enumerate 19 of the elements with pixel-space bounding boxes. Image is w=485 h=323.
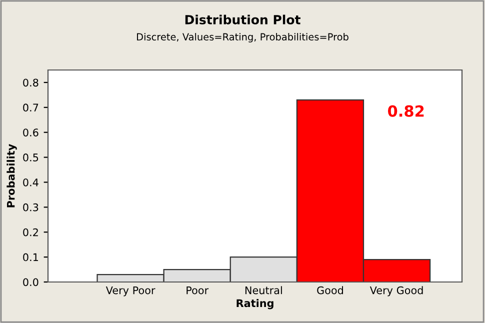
x-tick-label: Good — [317, 286, 343, 294]
y-tick-label: 0.1 — [23, 253, 38, 262]
x-tick-label: Poor — [186, 286, 209, 294]
y-tick-label: 0.2 — [23, 228, 38, 236]
chart-subtitle: Discrete, Values=Rating, Probabilities=Prob — [137, 32, 348, 42]
y-axis-title: Probability — [6, 144, 17, 208]
chart-title: Distribution Plot — [185, 14, 300, 24]
y-tick-label: 0.5 — [23, 154, 38, 162]
x-axis-title: Rating — [236, 299, 274, 310]
y-tick-label: 0.4 — [23, 178, 38, 186]
x-tick-label: Very Good — [370, 286, 423, 296]
y-tick-label: 0.7 — [23, 104, 38, 112]
y-tick-label: 0.6 — [23, 128, 38, 136]
annotation: 0.82 — [388, 105, 424, 117]
x-tick-label: Neutral — [245, 286, 282, 294]
y-tick-label: 0.3 — [23, 203, 38, 212]
y-tick-label: 0.0 — [23, 278, 38, 286]
x-tick-label: Very Poor — [106, 286, 156, 296]
y-tick-label: 0.8 — [23, 78, 38, 87]
